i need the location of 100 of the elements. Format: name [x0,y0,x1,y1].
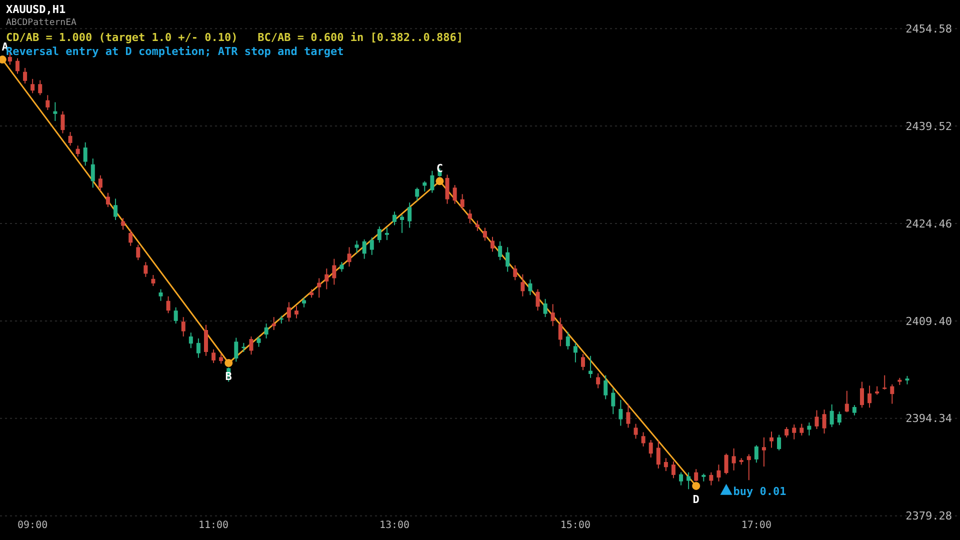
candlestick [694,468,698,482]
candlestick [573,342,578,363]
x-tick-label: 11:00 [198,520,229,531]
candlestick [754,444,758,464]
candlestick [536,288,540,312]
candlestick [377,226,382,244]
candlestick [656,440,660,469]
candlestick [452,184,457,204]
candlestick [196,338,200,358]
candlestick [76,145,80,158]
candlestick [475,220,480,232]
chart-title: XAUUSD,H1 [6,3,66,16]
candlestick [822,409,826,434]
text: ABCDPatternEA [6,18,78,28]
candlestick [490,236,495,252]
candlestick [550,304,555,327]
candlestick [46,94,50,110]
candlestick [664,458,668,472]
candlestick [777,434,782,451]
y-tick-label: 2394.34 [906,412,952,426]
candlestick [445,174,450,204]
point [224,359,233,367]
candlestick [671,460,676,479]
candlestick [566,331,570,350]
candlestick [762,436,766,468]
candlestick [513,264,518,281]
candlestick [558,317,562,347]
candlestick [580,353,585,371]
candlestick [732,448,736,471]
candlestick [188,332,193,349]
candlestick [68,132,72,146]
y-tick-label: 2379.28 [906,510,952,523]
y-tick-label: 2424.46 [906,217,952,230]
candlestick [882,374,887,390]
candlestick [53,102,58,122]
candlestick [716,464,721,482]
candlestick [219,353,224,364]
candlestick [807,422,812,436]
annotation: buy 0.01 [733,484,787,498]
candlestick [340,262,344,272]
candlestick [121,218,126,230]
candlestick [256,336,261,348]
candlestick [648,440,653,458]
candlestick [272,316,276,330]
y-tick-label: 2409.40 [906,314,952,328]
candlestick [520,274,525,297]
candlestick [596,372,600,389]
candlestick [90,158,95,188]
candlestick [302,297,306,308]
candlestick [136,244,140,261]
candlestick [294,306,298,319]
candlestick [317,278,322,298]
candlestick [543,298,548,318]
y-tick-label: 2454.58 [906,22,952,36]
candlestick [528,279,532,296]
candlestick [286,302,291,322]
candlestick [498,240,502,261]
x-tick-label: 09:00 [18,520,48,531]
candlestick [234,337,238,362]
candlestick [15,58,20,74]
candlestick [158,288,163,302]
candlestick [830,404,834,428]
candlestick [392,211,396,226]
candlestick [837,411,842,426]
candlestick [468,209,472,224]
candlestick [332,258,336,286]
x-tick-label: 17:00 [741,520,772,531]
candlestick [204,324,208,356]
candlestick [384,227,389,241]
candlestick [460,194,464,210]
candlestick [174,306,178,324]
point [692,482,700,490]
candlestick [860,381,864,408]
candlestick [151,274,156,286]
candlestick [746,454,751,481]
candlestick [166,296,170,314]
candlestick [38,80,42,96]
candlestick [370,236,374,256]
candlestick [618,399,623,426]
candlestick [23,67,28,84]
candlestick [626,403,630,428]
candlestick [611,388,616,415]
candlestick [354,240,359,254]
candlestick [98,174,102,192]
candlestick [324,268,329,290]
candlestick [114,198,118,220]
annotation: CD/AB = 1.000 (target 1.0 +/- 0.10) BC/AB = 0.600 in [0.382..0.886] [6,31,463,44]
candlestick [422,180,427,192]
candlestick [724,453,728,475]
candlestick [128,229,133,246]
candlestick [770,431,774,448]
candlestick [400,214,404,234]
candlestick [212,348,216,364]
y-tick-label: 2439.52 [906,120,952,133]
candlestick [83,142,88,166]
candlestick [181,316,186,337]
candlestick [588,355,593,378]
candlestick [30,78,35,94]
candlestick [430,170,434,194]
candlestick [844,390,849,413]
